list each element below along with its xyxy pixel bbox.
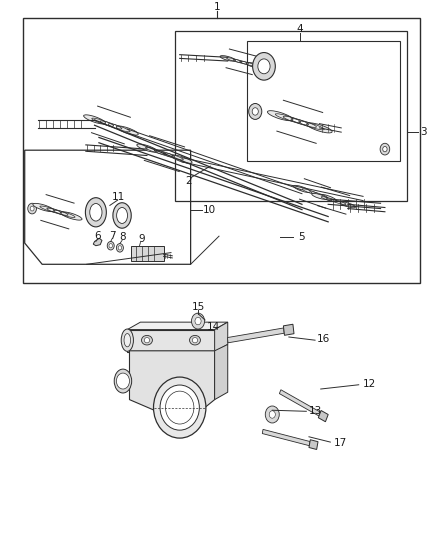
Ellipse shape (190, 335, 201, 345)
Ellipse shape (320, 195, 336, 201)
Ellipse shape (220, 55, 235, 61)
Text: 5: 5 (298, 232, 304, 242)
Bar (247, 42, 400, 161)
Text: 4: 4 (297, 24, 303, 34)
Ellipse shape (90, 204, 102, 221)
Ellipse shape (153, 377, 206, 438)
Ellipse shape (30, 206, 34, 211)
Ellipse shape (85, 198, 106, 227)
Polygon shape (279, 390, 321, 416)
Ellipse shape (113, 203, 131, 228)
Text: 9: 9 (138, 235, 145, 244)
Bar (131, 246, 163, 261)
Ellipse shape (253, 53, 276, 80)
Circle shape (191, 313, 205, 329)
Circle shape (117, 373, 130, 389)
Polygon shape (215, 322, 228, 352)
Text: 8: 8 (120, 232, 126, 242)
Ellipse shape (117, 126, 138, 135)
Polygon shape (127, 322, 228, 329)
Ellipse shape (312, 193, 327, 199)
Ellipse shape (192, 337, 198, 343)
Ellipse shape (145, 337, 150, 343)
Text: 3: 3 (420, 127, 427, 136)
Ellipse shape (33, 204, 54, 212)
Text: 16: 16 (317, 334, 330, 344)
Ellipse shape (268, 111, 293, 120)
Ellipse shape (118, 246, 122, 250)
Text: 2: 2 (185, 176, 192, 186)
Polygon shape (262, 430, 310, 446)
Ellipse shape (160, 385, 199, 430)
Ellipse shape (307, 123, 332, 133)
Ellipse shape (84, 115, 106, 124)
Polygon shape (93, 238, 102, 246)
Polygon shape (283, 324, 294, 335)
Text: 7: 7 (109, 231, 116, 241)
Ellipse shape (109, 244, 113, 248)
Ellipse shape (172, 155, 192, 163)
Ellipse shape (61, 212, 82, 220)
Text: 6: 6 (94, 231, 101, 241)
Ellipse shape (380, 143, 390, 155)
Ellipse shape (114, 369, 132, 393)
Polygon shape (227, 328, 284, 343)
Ellipse shape (141, 335, 152, 345)
Ellipse shape (137, 144, 157, 152)
Text: 13: 13 (308, 406, 321, 416)
Text: 12: 12 (363, 379, 376, 389)
Text: 1: 1 (213, 2, 220, 12)
Circle shape (269, 411, 276, 418)
Text: 15: 15 (191, 302, 205, 312)
Bar (175, 31, 407, 200)
Ellipse shape (249, 103, 262, 119)
Ellipse shape (340, 202, 356, 208)
Circle shape (265, 406, 279, 423)
Ellipse shape (124, 334, 131, 347)
Circle shape (195, 317, 201, 325)
Text: 17: 17 (334, 438, 347, 448)
Polygon shape (309, 440, 318, 449)
Ellipse shape (252, 108, 258, 115)
Text: 11: 11 (112, 192, 125, 202)
Ellipse shape (28, 203, 36, 214)
Ellipse shape (258, 59, 270, 74)
Bar (22, 18, 420, 283)
Text: 10: 10 (203, 205, 216, 215)
Ellipse shape (117, 207, 127, 223)
Text: 14: 14 (207, 322, 220, 333)
Ellipse shape (383, 147, 387, 152)
Ellipse shape (107, 241, 114, 250)
Polygon shape (130, 351, 215, 416)
Ellipse shape (293, 185, 311, 192)
Ellipse shape (121, 329, 134, 351)
Ellipse shape (246, 62, 261, 68)
Ellipse shape (117, 244, 124, 252)
Polygon shape (215, 344, 228, 400)
Bar (127, 329, 215, 352)
Polygon shape (318, 410, 328, 422)
